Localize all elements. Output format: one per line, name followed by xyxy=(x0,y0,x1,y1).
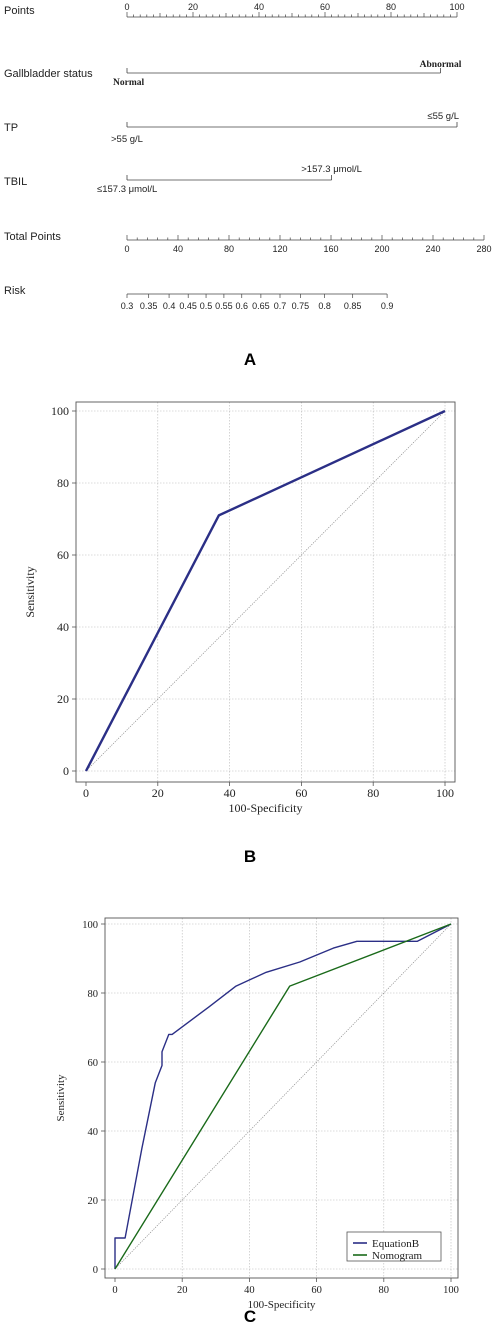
panel-label-a: A xyxy=(244,350,256,369)
y-tick-label: 20 xyxy=(88,1196,99,1207)
risk-tick-label: 0.65 xyxy=(252,301,270,311)
y-tick-label: 80 xyxy=(57,476,69,490)
risk-tick-label: 0.4 xyxy=(163,301,176,311)
level-label: ≤55 g/L xyxy=(427,111,459,122)
nomogram-panel: Points Gallbladder status TP TBIL Total Poin… xyxy=(4,2,492,311)
roc-line-equationb xyxy=(114,923,452,1269)
x-tick-label: 40 xyxy=(224,786,236,800)
plot-frame xyxy=(75,401,456,783)
x-tick-label: 20 xyxy=(152,786,164,800)
x-axis-label: 100-Specificity xyxy=(229,801,303,815)
level-label: Normal xyxy=(113,78,144,88)
nomogram-row-label: Total Points xyxy=(4,231,61,243)
panel-label-b: B xyxy=(244,847,256,866)
reference-diagonal xyxy=(114,923,452,1270)
total-points-tick-label: 0 xyxy=(124,244,129,254)
risk-tick-label: 0.9 xyxy=(381,301,394,311)
risk-tick-label: 0.5 xyxy=(200,301,213,311)
points-tick-label: 0 xyxy=(124,2,129,12)
total-points-tick-label: 200 xyxy=(374,244,389,254)
nomogram-row-label: TBIL xyxy=(4,176,27,188)
x-tick-label: 60 xyxy=(295,786,307,800)
y-tick-label: 40 xyxy=(88,1127,99,1138)
risk-tick-label: 0.7 xyxy=(274,301,287,311)
risk-tick-label: 0.35 xyxy=(140,301,158,311)
legend-box xyxy=(346,1231,442,1262)
roc-chart-b: 0 20 40 60 80 100 0 20 40 60 80 100 100-Specificity S… xyxy=(23,401,456,815)
points-tick-label: 40 xyxy=(254,2,264,12)
level-label: >55 g/L xyxy=(111,134,143,145)
roc-line xyxy=(84,409,446,772)
risk-tick-label: 0.3 xyxy=(121,301,134,311)
x-tick-label: 0 xyxy=(112,1285,117,1296)
nomogram-row-label: Risk xyxy=(4,285,26,297)
x-tick-label: 20 xyxy=(177,1285,188,1296)
y-tick-label: 80 xyxy=(88,989,99,1000)
risk-tick-label: 0.45 xyxy=(179,301,197,311)
y-tick-label: 100 xyxy=(51,404,69,418)
risk-tick-label: 0.55 xyxy=(215,301,233,311)
points-tick-label: 80 xyxy=(386,2,396,12)
nomogram-row-label: Points xyxy=(4,5,35,17)
level-label: >157.3 μmol/L xyxy=(301,164,362,175)
total-points-tick-label: 240 xyxy=(425,244,440,254)
nomogram-row-label: Gallbladder status xyxy=(4,68,93,80)
x-axis-label: 100-Specificity xyxy=(248,1299,316,1311)
panel-label-c: C xyxy=(244,1307,256,1326)
roc-chart-c: 0 20 40 60 80 100 0 20 40 60 80 100 100-Specificity S… xyxy=(55,917,459,1311)
total-points-tick-label: 40 xyxy=(173,244,183,254)
total-points-tick-label: 280 xyxy=(476,244,491,254)
x-tick-label: 0 xyxy=(83,786,89,800)
points-tick-label: 60 xyxy=(320,2,330,12)
level-label: Abnormal xyxy=(420,60,462,70)
y-axis-label: Sensitivity xyxy=(23,566,37,617)
y-tick-label: 20 xyxy=(57,692,69,706)
x-tick-label: 60 xyxy=(311,1285,322,1296)
x-tick-label: 40 xyxy=(244,1285,255,1296)
risk-tick-label: 0.85 xyxy=(344,301,362,311)
risk-tick-label: 0.8 xyxy=(318,301,331,311)
roc-line-nomogram xyxy=(114,923,452,1270)
reference-diagonal xyxy=(85,410,446,772)
plot-frame xyxy=(104,917,459,1279)
total-points-tick-label: 160 xyxy=(323,244,338,254)
risk-tick-label: 0.6 xyxy=(235,301,248,311)
nomogram-row-label: TP xyxy=(4,122,18,134)
points-tick-label: 100 xyxy=(449,2,464,12)
level-label: ≤157.3 μmol/L xyxy=(97,184,157,195)
x-tick-label: 100 xyxy=(443,1285,459,1296)
risk-tick-label: 0.75 xyxy=(292,301,310,311)
total-points-tick-label: 80 xyxy=(224,244,234,254)
y-tick-label: 60 xyxy=(88,1058,99,1069)
x-tick-label: 80 xyxy=(379,1285,390,1296)
x-tick-label: 100 xyxy=(436,786,454,800)
y-tick-label: 0 xyxy=(93,1265,98,1276)
legend-entry: Nomogram xyxy=(372,1250,423,1262)
y-tick-label: 40 xyxy=(57,620,69,634)
y-tick-label: 60 xyxy=(57,548,69,562)
x-tick-label: 80 xyxy=(367,786,379,800)
y-tick-label: 0 xyxy=(63,764,69,778)
total-points-tick-label: 120 xyxy=(272,244,287,254)
legend-entry: EquationB xyxy=(372,1238,419,1250)
y-tick-label: 100 xyxy=(82,920,98,931)
y-axis-label: Sensitivity xyxy=(55,1074,67,1122)
points-tick-label: 20 xyxy=(188,2,198,12)
